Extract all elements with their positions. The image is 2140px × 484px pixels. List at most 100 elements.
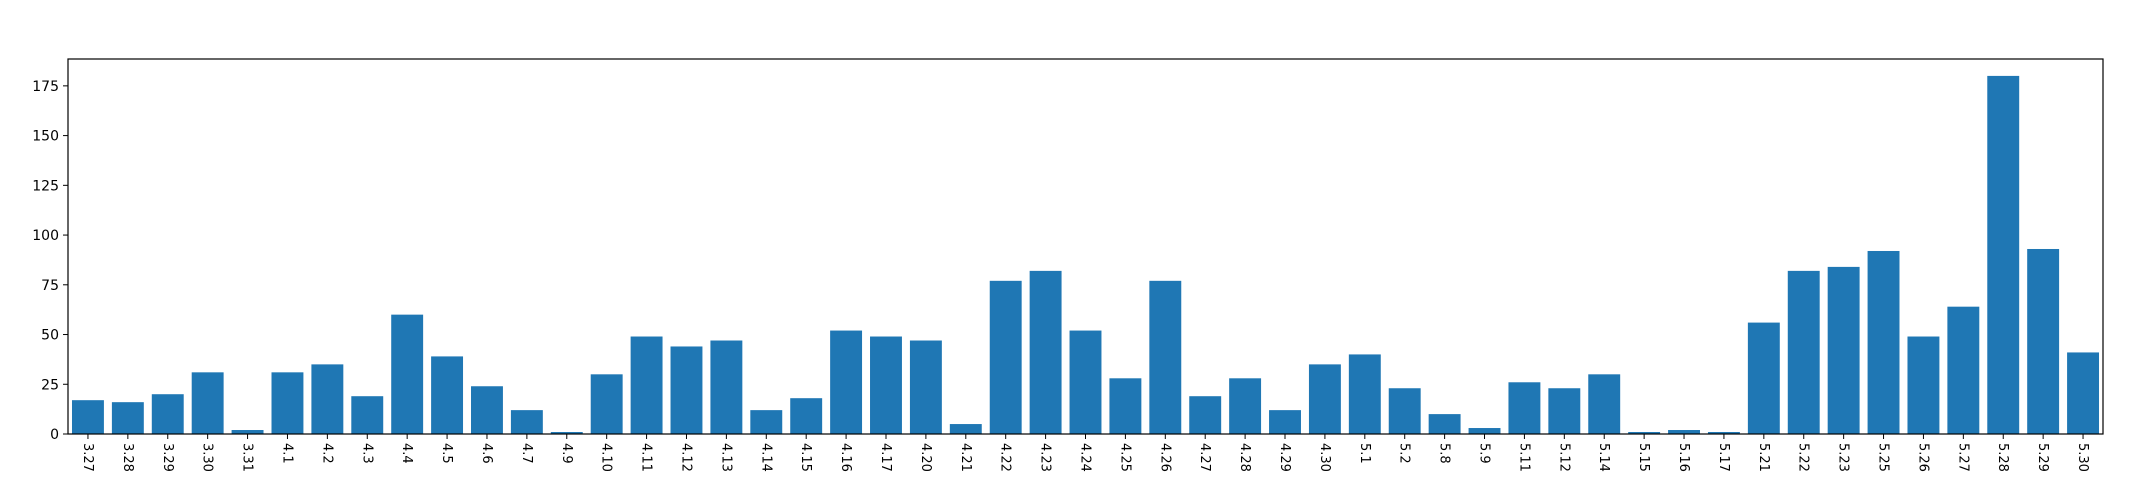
- x-tick-label: 5.25: [1876, 443, 1891, 472]
- bar-4.14: [750, 410, 783, 434]
- bar-4.28: [1229, 378, 1262, 434]
- y-tick-label: 150: [32, 129, 59, 145]
- y-tick-label: 75: [41, 278, 59, 294]
- x-tick-label: 5.9: [1477, 443, 1492, 464]
- bar-4.4: [391, 314, 424, 434]
- bar-5.15: [1628, 432, 1661, 434]
- bar-5.28: [1987, 75, 2020, 434]
- bars-layer: [71, 75, 2100, 434]
- x-tick-label: 4.3: [359, 443, 374, 464]
- bar-4.27: [1189, 396, 1222, 434]
- bar-5.9: [1468, 428, 1501, 434]
- x-tick-label: 4.20: [918, 443, 933, 472]
- bar-5.1: [1348, 354, 1381, 434]
- bar-4.6: [471, 386, 503, 434]
- x-tick-label: 5.30: [2075, 443, 2090, 472]
- bar-4.11: [630, 336, 663, 434]
- x-tick-label: 4.12: [678, 443, 693, 472]
- x-tick-label: 4.21: [958, 443, 973, 472]
- bar-5.21: [1747, 322, 1780, 434]
- bar-4.1: [271, 372, 304, 434]
- bar-4.2: [311, 364, 344, 434]
- x-tick-label: 4.27: [1197, 443, 1212, 472]
- x-tick-label: 4.15: [798, 443, 813, 472]
- x-tick-label: 4.25: [1117, 443, 1132, 472]
- x-tick-label: 4.23: [1038, 443, 1053, 472]
- y-tick-label: 175: [32, 79, 59, 95]
- bar-4.30: [1308, 364, 1341, 434]
- x-tick-label: 5.28: [1995, 443, 2010, 472]
- bar-4.3: [351, 396, 384, 434]
- y-tick-label: 50: [41, 328, 59, 344]
- x-tick-label: 5.15: [1636, 443, 1651, 472]
- y-tick-label: 25: [41, 377, 59, 393]
- x-tick-label: 5.8: [1437, 443, 1452, 464]
- bar-4.22: [989, 280, 1022, 434]
- x-tick-label: 5.22: [1796, 443, 1811, 472]
- x-tick-label: 4.17: [878, 443, 893, 472]
- x-tick-label: 4.5: [439, 443, 454, 464]
- x-tick-label: 3.29: [160, 443, 175, 472]
- bar-5.11: [1508, 382, 1541, 434]
- x-tick-label: 5.2: [1397, 443, 1412, 464]
- x-tick-label: 5.29: [2035, 443, 2050, 472]
- bar-4.21: [949, 424, 982, 434]
- bar-5.23: [1827, 266, 1860, 434]
- bar-4.10: [590, 374, 623, 434]
- bar-3.30: [191, 372, 224, 434]
- bar-4.13: [710, 340, 743, 434]
- bar-3.29: [151, 394, 184, 434]
- x-tick-label: 5.17: [1716, 443, 1731, 472]
- x-tick-label: 5.12: [1556, 443, 1571, 472]
- x-tick-label: 4.7: [519, 443, 534, 464]
- x-tick-label: 5.14: [1596, 443, 1611, 472]
- x-tick-label: 5.26: [1915, 443, 1930, 472]
- x-tick-label: 4.30: [1317, 443, 1332, 472]
- bar-5.8: [1428, 414, 1461, 434]
- x-tick-label: 5.23: [1836, 443, 1851, 472]
- x-tick-label: 4.26: [1157, 443, 1172, 472]
- bar-4.17: [870, 336, 902, 434]
- bar-5.22: [1787, 270, 1820, 434]
- bar-5.29: [2027, 248, 2060, 434]
- x-tick-label: 3.31: [240, 443, 255, 472]
- bar-4.7: [510, 410, 543, 434]
- bar-5.16: [1668, 430, 1700, 434]
- bar-4.23: [1029, 270, 1062, 434]
- bar-4.9: [550, 432, 583, 434]
- x-tick-label: 3.27: [80, 443, 95, 472]
- x-tick-label: 5.21: [1756, 443, 1771, 472]
- x-tick-label: 3.28: [120, 443, 135, 472]
- x-tick-label: 3.30: [200, 443, 215, 472]
- bar-3.27: [71, 400, 104, 434]
- x-tick-label: 5.27: [1955, 443, 1970, 472]
- bar-4.12: [670, 346, 703, 434]
- x-axis: 3.27 3.28 3.29 3.30 3.31 4.1 4.2 4.3 4.4 4.5 4.6 4.…: [80, 434, 2090, 472]
- bar-4.29: [1269, 410, 1301, 434]
- x-tick-label: 4.13: [718, 443, 733, 472]
- bar-4.16: [830, 330, 863, 434]
- bar-5.25: [1867, 250, 1900, 434]
- x-tick-label: 4.1: [279, 443, 294, 464]
- bar-5.17: [1707, 432, 1740, 434]
- x-tick-label: 4.6: [479, 443, 494, 464]
- x-tick-label: 5.1: [1357, 443, 1372, 464]
- x-tick-label: 4.10: [599, 443, 614, 472]
- x-tick-label: 5.11: [1516, 443, 1531, 472]
- bar-5.27: [1947, 306, 1980, 434]
- bar-4.25: [1109, 378, 1142, 434]
- x-tick-label: 4.14: [758, 443, 773, 472]
- x-tick-label: 4.16: [838, 443, 853, 472]
- bar-3.31: [231, 430, 264, 434]
- y-tick-label: 0: [50, 427, 59, 443]
- x-tick-label: 4.9: [559, 443, 574, 464]
- bar-4.5: [431, 356, 464, 434]
- bar-4.15: [790, 398, 823, 434]
- bar-5.14: [1588, 374, 1621, 434]
- x-tick-label: 4.28: [1237, 443, 1252, 472]
- x-tick-label: 4.24: [1078, 443, 1093, 472]
- bar-5.12: [1548, 388, 1581, 434]
- plot-frame: [67, 58, 2104, 435]
- x-tick-label: 5.16: [1676, 443, 1691, 472]
- bar-4.20: [909, 340, 942, 434]
